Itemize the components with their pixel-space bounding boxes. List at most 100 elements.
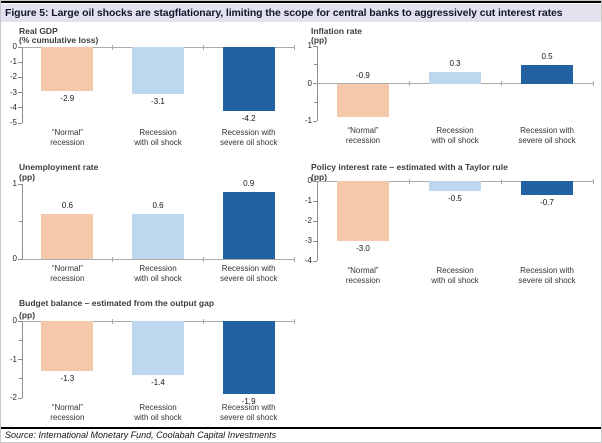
x-axis-tick (500, 178, 502, 184)
category-label-line: severe oil shock (219, 138, 278, 147)
category-label-line: “Normal” (51, 403, 83, 412)
figure-title: Figure 5: Large oil shocks are stagflati… (5, 7, 563, 19)
y-tick-label: -3 (9, 87, 17, 97)
y-axis-line (317, 181, 318, 261)
category-label-line: “Normal” (51, 128, 83, 137)
plot-area: 1 0 0.6 “Normal” recession 0.6 Recession with o… (13, 179, 295, 283)
y-axis-tick (18, 46, 22, 48)
category-label-severe-oil-shock: Recession with severe oil shock (492, 266, 601, 286)
bar-oil-shock (429, 72, 481, 84)
category-label-line: recession (50, 413, 85, 422)
y-tick-label: -4 (9, 102, 17, 112)
chart-unemployment-rate: Unemployment rate (pp) 1 0 0.6 “Normal” recess… (9, 162, 299, 293)
y-axis-line (22, 321, 23, 398)
category-label-line: Recession with (221, 403, 276, 412)
zero-axis-line (317, 83, 593, 84)
y-tick-label: -1 (304, 116, 312, 125)
x-axis-tick (293, 256, 295, 262)
category-label-line: severe oil shock (219, 413, 278, 422)
category-label-oil-shock: Recession with oil shock (103, 403, 213, 423)
category-label-line: severe oil shock (219, 274, 278, 283)
category-label-line: Recession (139, 128, 177, 137)
bar-severe-oil-shock (521, 64, 573, 84)
y-tick-label: -3 (304, 236, 312, 245)
y-axis-tick (313, 240, 317, 242)
y-tick-label: 1 (307, 41, 312, 50)
bar-value-label: -3.1 (151, 97, 165, 107)
plot-area: 1 0 -1 -0.9 “Normal” recession 0.3 Recession wit… (305, 41, 594, 145)
y-tick-label: 0 (307, 78, 312, 88)
category-label-line: Recession with (520, 266, 574, 275)
category-label-line: with oil shock (134, 413, 182, 422)
category-label-oil-shock: Recession with oil shock (103, 128, 213, 148)
y-axis-tick (18, 183, 22, 185)
bar-severe-oil-shock (521, 181, 573, 195)
category-label-normal-recession: “Normal” recession (12, 128, 122, 148)
bar-severe-oil-shock (222, 321, 275, 395)
category-label-line: recession (345, 276, 381, 285)
y-tick-label: -2 (9, 72, 17, 82)
chart-title: Real GDP (19, 26, 58, 36)
category-label-line: recession (50, 138, 85, 147)
category-label-line: Recession (436, 126, 474, 135)
x-axis-tick (592, 178, 594, 184)
category-label-line: with oil shock (431, 136, 479, 145)
category-label-normal-recession: “Normal” recession (12, 264, 122, 284)
chart-title: Budget balance – estimated from the outp… (19, 298, 215, 308)
y-tick-label: 1 (12, 179, 17, 188)
y-axis-tick (313, 83, 317, 84)
y-axis-tick (313, 260, 317, 262)
top-rule (1, 1, 601, 3)
bar-value-label: -2.9 (60, 94, 75, 104)
y-axis-tick (18, 122, 22, 124)
y-axis-minor-tick (19, 378, 22, 380)
y-axis-line (22, 47, 23, 123)
y-tick-label: 0 (12, 42, 17, 51)
category-label-line: Recession (436, 266, 474, 275)
zero-axis-line (22, 258, 294, 260)
y-axis-tick (313, 220, 317, 222)
category-label-line: Recession (139, 264, 177, 273)
category-label-line: Recession with (221, 128, 276, 137)
y-tick-label: 0 (12, 254, 17, 263)
category-label-line: severe oil shock (518, 276, 576, 285)
chart-inflation-rate: Inflation rate (pp) 1 0 -1 -0.9 “Normal” recess… (301, 26, 599, 155)
x-axis-tick (500, 81, 502, 86)
category-label-normal-recession: “Normal” recession (308, 266, 418, 286)
bar-value-label: -0.5 (448, 194, 462, 203)
x-axis-tick (408, 81, 410, 86)
y-axis-tick (313, 180, 317, 182)
category-label-line: “Normal” (347, 126, 379, 135)
y-axis-tick (18, 92, 22, 94)
bar-value-label: 0.6 (61, 201, 73, 210)
category-label-severe-oil-shock: Recession with severe oil shock (194, 403, 304, 423)
x-axis-tick (408, 178, 410, 184)
bar-oil-shock (132, 214, 184, 259)
chart-unit-label: (% cumulative loss) (19, 35, 99, 45)
category-label-line: Recession with (520, 126, 574, 135)
category-label-line: severe oil shock (518, 136, 576, 145)
y-axis-line (22, 184, 23, 259)
y-axis-minor-tick (19, 339, 22, 341)
y-tick-label: -5 (9, 118, 17, 127)
y-axis-minor-tick (19, 221, 22, 222)
category-label-severe-oil-shock: Recession with severe oil shock (194, 128, 304, 148)
bottom-rule (1, 427, 601, 429)
category-label-line: with oil shock (134, 138, 182, 147)
category-label-normal-recession: “Normal” recession (12, 403, 122, 423)
bar-normal-recession (337, 181, 389, 241)
category-label-oil-shock: Recession with oil shock (400, 266, 510, 286)
y-axis-minor-tick (314, 101, 317, 103)
bar-oil-shock (429, 181, 481, 191)
chart-title: Inflation rate (311, 26, 363, 36)
bar-value-label: -1.3 (60, 374, 75, 384)
y-tick-label: -1 (9, 57, 17, 67)
bar-normal-recession (41, 214, 94, 259)
y-tick-label: -2 (9, 393, 17, 402)
figure-title-band: Figure 5: Large oil shocks are stagflati… (1, 4, 601, 22)
bar-value-label: -4.2 (241, 113, 256, 123)
bar-value-label: 0.3 (449, 59, 461, 69)
y-axis-minor-tick (314, 64, 317, 66)
chart-title: Policy interest rate – estimated with a … (311, 162, 508, 172)
